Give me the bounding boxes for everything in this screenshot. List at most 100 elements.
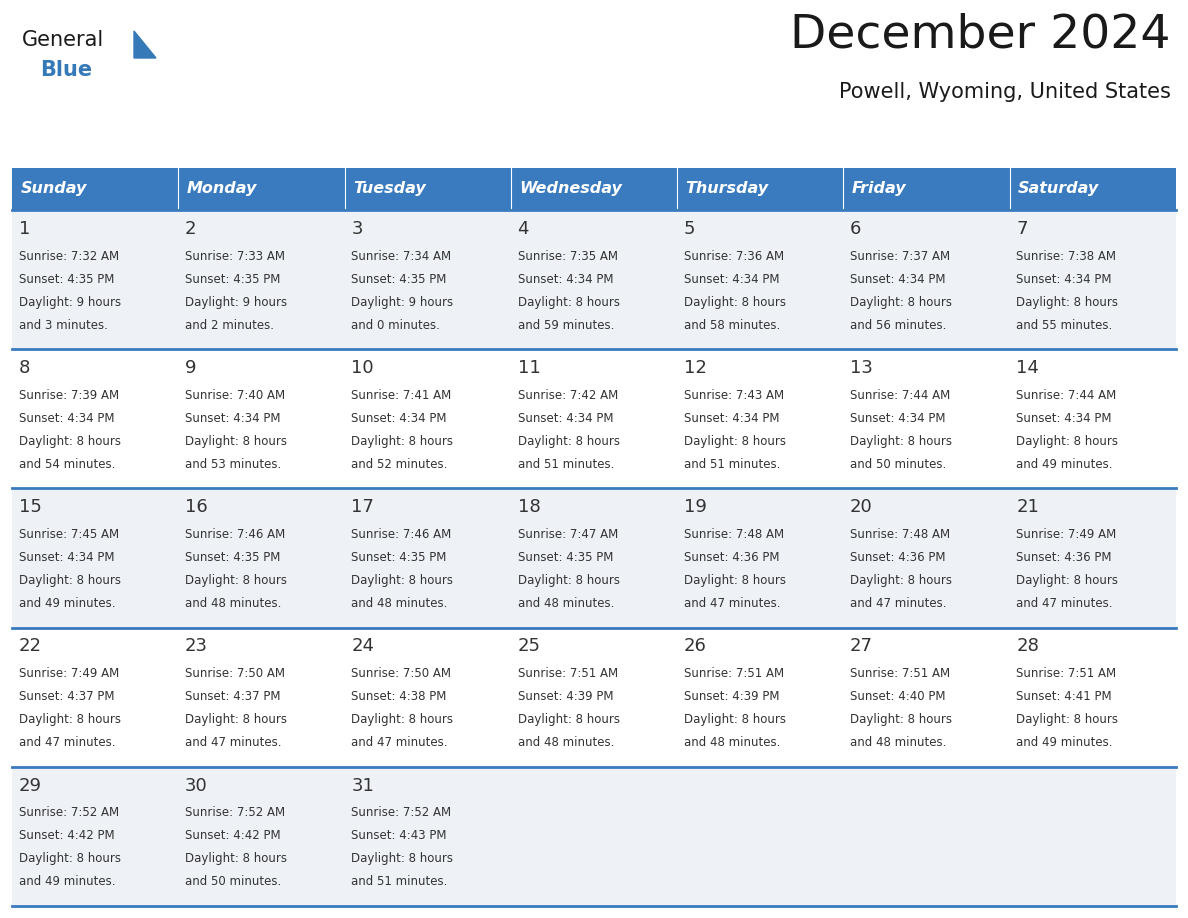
Bar [178, 349, 345, 488]
Text: and 52 minutes.: and 52 minutes. [352, 458, 448, 471]
Bar [677, 628, 843, 767]
Text: Sunrise: 7:43 AM: Sunrise: 7:43 AM [684, 389, 784, 402]
Text: 13: 13 [851, 359, 873, 377]
Text: Sunset: 4:37 PM: Sunset: 4:37 PM [19, 690, 114, 703]
Text: Sunset: 4:39 PM: Sunset: 4:39 PM [518, 690, 613, 703]
Text: Daylight: 8 hours: Daylight: 8 hours [185, 574, 287, 587]
Text: Daylight: 8 hours: Daylight: 8 hours [684, 574, 785, 587]
Text: Daylight: 8 hours: Daylight: 8 hours [1017, 296, 1118, 308]
Text: Sunset: 4:42 PM: Sunset: 4:42 PM [19, 830, 114, 843]
Text: and 47 minutes.: and 47 minutes. [1017, 597, 1113, 610]
Text: and 48 minutes.: and 48 minutes. [518, 597, 614, 610]
Bar [1010, 210, 1176, 349]
Text: Sunset: 4:38 PM: Sunset: 4:38 PM [352, 690, 447, 703]
Text: Daylight: 9 hours: Daylight: 9 hours [352, 296, 454, 308]
Text: Sunrise: 7:37 AM: Sunrise: 7:37 AM [851, 250, 950, 263]
Text: and 49 minutes.: and 49 minutes. [19, 876, 115, 889]
Bar [345, 168, 511, 210]
Text: Sunrise: 7:50 AM: Sunrise: 7:50 AM [352, 667, 451, 680]
Text: Wednesday: Wednesday [519, 182, 623, 196]
Text: and 3 minutes.: and 3 minutes. [19, 319, 108, 331]
Text: Saturday: Saturday [1018, 182, 1099, 196]
Text: 16: 16 [185, 498, 208, 516]
Bar [12, 767, 178, 906]
Text: 31: 31 [352, 777, 374, 795]
Text: 2: 2 [185, 219, 196, 238]
Text: Sunrise: 7:48 AM: Sunrise: 7:48 AM [851, 528, 950, 541]
Text: Daylight: 8 hours: Daylight: 8 hours [1017, 713, 1118, 726]
Bar [511, 210, 677, 349]
Text: Sunrise: 7:32 AM: Sunrise: 7:32 AM [19, 250, 119, 263]
Text: and 48 minutes.: and 48 minutes. [185, 597, 282, 610]
Text: Sunset: 4:36 PM: Sunset: 4:36 PM [1017, 551, 1112, 564]
Text: Daylight: 8 hours: Daylight: 8 hours [352, 853, 454, 866]
Text: Sunrise: 7:50 AM: Sunrise: 7:50 AM [185, 667, 285, 680]
Bar [511, 628, 677, 767]
Bar [511, 349, 677, 488]
Text: Sunset: 4:35 PM: Sunset: 4:35 PM [185, 273, 280, 285]
Text: and 0 minutes.: and 0 minutes. [352, 319, 440, 331]
Text: 9: 9 [185, 359, 196, 377]
Text: Daylight: 8 hours: Daylight: 8 hours [352, 574, 454, 587]
Bar [178, 168, 345, 210]
Bar [12, 628, 178, 767]
Text: Thursday: Thursday [685, 182, 769, 196]
Text: Sunset: 4:35 PM: Sunset: 4:35 PM [352, 551, 447, 564]
Text: Daylight: 8 hours: Daylight: 8 hours [1017, 574, 1118, 587]
Text: Daylight: 8 hours: Daylight: 8 hours [684, 713, 785, 726]
Text: Sunset: 4:34 PM: Sunset: 4:34 PM [684, 412, 779, 425]
Text: Daylight: 8 hours: Daylight: 8 hours [518, 713, 619, 726]
Text: and 53 minutes.: and 53 minutes. [185, 458, 282, 471]
Text: Daylight: 8 hours: Daylight: 8 hours [684, 435, 785, 448]
Text: Sunset: 4:39 PM: Sunset: 4:39 PM [684, 690, 779, 703]
Text: Sunset: 4:34 PM: Sunset: 4:34 PM [185, 412, 280, 425]
Text: 27: 27 [851, 637, 873, 655]
Text: 20: 20 [851, 498, 873, 516]
Text: Sunrise: 7:40 AM: Sunrise: 7:40 AM [185, 389, 285, 402]
Text: Sunrise: 7:35 AM: Sunrise: 7:35 AM [518, 250, 618, 263]
Text: 7: 7 [1017, 219, 1028, 238]
Text: and 47 minutes.: and 47 minutes. [851, 597, 947, 610]
Text: and 56 minutes.: and 56 minutes. [851, 319, 947, 331]
Text: Sunrise: 7:52 AM: Sunrise: 7:52 AM [352, 807, 451, 820]
Text: and 58 minutes.: and 58 minutes. [684, 319, 781, 331]
Text: Sunset: 4:34 PM: Sunset: 4:34 PM [851, 412, 946, 425]
Text: 22: 22 [19, 637, 42, 655]
Bar [843, 210, 1010, 349]
Bar [677, 488, 843, 628]
Text: Sunset: 4:35 PM: Sunset: 4:35 PM [352, 273, 447, 285]
Text: Daylight: 8 hours: Daylight: 8 hours [19, 853, 121, 866]
Text: and 47 minutes.: and 47 minutes. [185, 736, 282, 749]
Text: Daylight: 8 hours: Daylight: 8 hours [352, 435, 454, 448]
Text: Sunset: 4:34 PM: Sunset: 4:34 PM [518, 273, 613, 285]
Text: Sunrise: 7:45 AM: Sunrise: 7:45 AM [19, 528, 119, 541]
Text: 5: 5 [684, 219, 695, 238]
Text: Sunset: 4:36 PM: Sunset: 4:36 PM [851, 551, 946, 564]
Text: Daylight: 8 hours: Daylight: 8 hours [185, 435, 287, 448]
Text: Sunday: Sunday [20, 182, 87, 196]
Text: Daylight: 9 hours: Daylight: 9 hours [185, 296, 287, 308]
Text: 12: 12 [684, 359, 707, 377]
Text: Sunrise: 7:48 AM: Sunrise: 7:48 AM [684, 528, 784, 541]
Text: and 48 minutes.: and 48 minutes. [851, 736, 947, 749]
Text: Blue: Blue [40, 60, 93, 80]
Text: and 49 minutes.: and 49 minutes. [19, 597, 115, 610]
Text: and 48 minutes.: and 48 minutes. [684, 736, 781, 749]
Text: Sunset: 4:34 PM: Sunset: 4:34 PM [684, 273, 779, 285]
Text: Daylight: 8 hours: Daylight: 8 hours [185, 713, 287, 726]
Text: 29: 29 [19, 777, 42, 795]
Text: Tuesday: Tuesday [353, 182, 425, 196]
Text: Sunrise: 7:52 AM: Sunrise: 7:52 AM [185, 807, 285, 820]
Text: Daylight: 8 hours: Daylight: 8 hours [851, 713, 952, 726]
Text: and 59 minutes.: and 59 minutes. [518, 319, 614, 331]
Text: Sunrise: 7:49 AM: Sunrise: 7:49 AM [19, 667, 119, 680]
Text: 23: 23 [185, 637, 208, 655]
Text: Sunrise: 7:44 AM: Sunrise: 7:44 AM [851, 389, 950, 402]
Text: 26: 26 [684, 637, 707, 655]
Text: Sunset: 4:35 PM: Sunset: 4:35 PM [518, 551, 613, 564]
Text: December 2024: December 2024 [790, 12, 1171, 57]
Text: 10: 10 [352, 359, 374, 377]
Bar [345, 210, 511, 349]
Bar [12, 349, 178, 488]
Text: Daylight: 8 hours: Daylight: 8 hours [1017, 435, 1118, 448]
